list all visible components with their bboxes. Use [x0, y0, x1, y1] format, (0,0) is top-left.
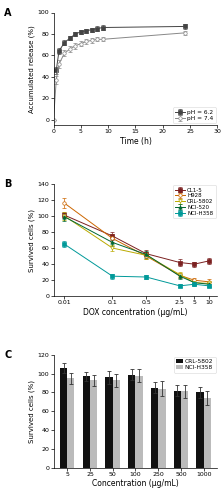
X-axis label: DOX concentration (μg/mL): DOX concentration (μg/mL) [83, 308, 188, 318]
Bar [60, 368, 67, 468]
Text: C: C [4, 350, 12, 360]
X-axis label: Time (h): Time (h) [120, 137, 151, 146]
Bar [151, 388, 158, 468]
Bar [113, 380, 120, 468]
Bar [90, 380, 97, 468]
Bar [128, 374, 135, 468]
Y-axis label: Survived cells (%): Survived cells (%) [28, 208, 35, 272]
Legend: CL1-5, H928, CRL-5802, NCI-520, NCI-H358: CL1-5, H928, CRL-5802, NCI-520, NCI-H358 [173, 186, 216, 218]
Y-axis label: Survived cells (%): Survived cells (%) [28, 380, 35, 442]
Legend: CRL-5802, NCI-H358: CRL-5802, NCI-H358 [174, 356, 216, 372]
Bar [158, 388, 165, 468]
Bar [67, 378, 74, 468]
Legend: pH = 6.2, pH = 7.4: pH = 6.2, pH = 7.4 [173, 108, 216, 124]
Bar [83, 376, 90, 468]
Text: B: B [4, 179, 12, 189]
Bar [174, 390, 181, 468]
Bar [135, 376, 143, 468]
Bar [204, 398, 211, 468]
Text: A: A [4, 8, 12, 18]
Bar [196, 392, 204, 468]
Bar [181, 392, 188, 468]
Bar [105, 378, 113, 468]
Y-axis label: Accumulated release (%): Accumulated release (%) [29, 25, 35, 112]
X-axis label: Concentration (μg/mL): Concentration (μg/mL) [92, 480, 179, 488]
